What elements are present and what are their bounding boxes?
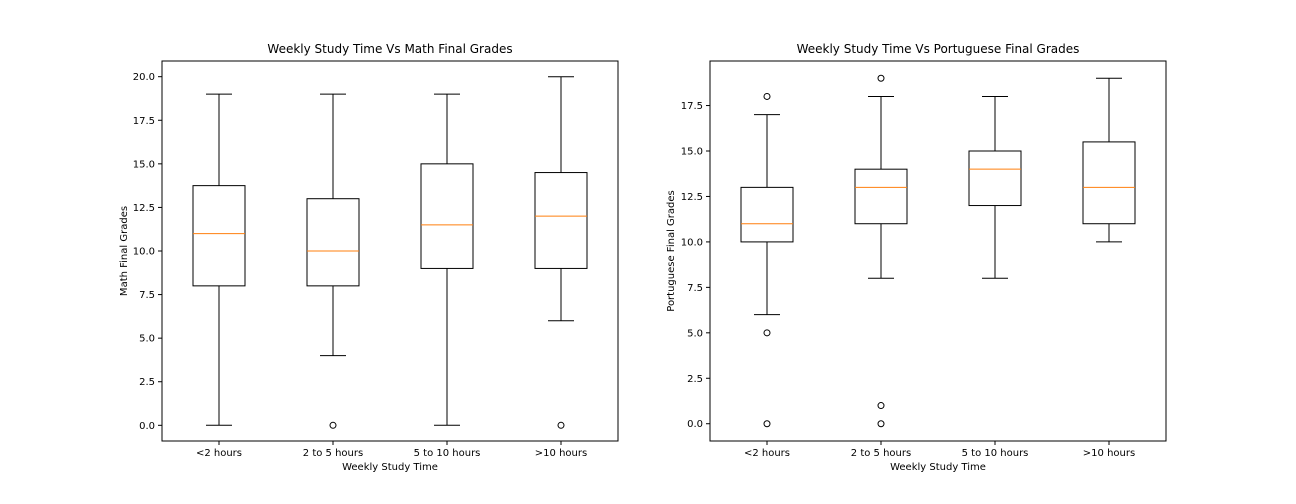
outlier-point xyxy=(877,402,885,410)
y-tick-label: 17.5 xyxy=(681,101,703,112)
x-tick-label: 2 to 5 hours xyxy=(851,448,911,459)
portuguese-grades-boxplot: Weekly Study Time Vs Portuguese Final Gr… xyxy=(666,42,1167,473)
y-axis-label: Portuguese Final Grades xyxy=(666,190,677,311)
x-tick-label: >10 hours xyxy=(1083,448,1135,459)
y-tick-label: 10.0 xyxy=(133,247,155,258)
y-axis-label: Math Final Grades xyxy=(119,206,130,296)
iqr-box xyxy=(420,163,474,269)
x-tick-label: 5 to 10 hours xyxy=(962,448,1029,459)
outlier-point xyxy=(329,421,337,429)
iqr-box xyxy=(854,168,908,225)
x-tick-label: <2 hours xyxy=(744,448,790,459)
y-tick-label: 7.5 xyxy=(139,290,155,301)
axes-frame xyxy=(709,60,1167,442)
y-tick-label: 15.0 xyxy=(681,147,703,158)
iqr-box xyxy=(306,198,360,287)
outlier-point xyxy=(763,329,771,337)
iqr-box xyxy=(1082,141,1136,225)
x-axis-label: Weekly Study Time xyxy=(342,462,438,473)
y-tick-label: 17.5 xyxy=(133,116,155,127)
chart-title: Weekly Study Time Vs Math Final Grades xyxy=(267,42,512,56)
y-tick-label: 2.5 xyxy=(139,377,155,388)
y-tick-label: 0.0 xyxy=(687,419,703,430)
math-grades-boxplot: Weekly Study Time Vs Math Final Grades 0… xyxy=(119,42,619,473)
y-tick-label: 7.5 xyxy=(687,283,703,294)
plot-area: 0.0 2.5 5.0 7.5 10.0 12.5 15.0 17.5 <2 hours 2 to… xyxy=(681,74,1136,459)
y-tick-label: 15.0 xyxy=(133,159,155,170)
chart-title: Weekly Study Time Vs Portuguese Final Gr… xyxy=(797,42,1080,56)
outlier-point xyxy=(877,420,885,428)
axes-frame xyxy=(161,60,619,442)
iqr-box xyxy=(192,185,246,287)
y-tick-label: 12.5 xyxy=(681,192,703,203)
outlier-point xyxy=(557,421,565,429)
x-tick-label: <2 hours xyxy=(196,448,242,459)
y-tick-label: 2.5 xyxy=(687,374,703,385)
x-axis-label: Weekly Study Time xyxy=(890,462,986,473)
y-tick-label: 20.0 xyxy=(133,72,155,83)
outlier-point xyxy=(763,92,771,100)
outlier-point xyxy=(763,420,771,428)
x-tick-label: 5 to 10 hours xyxy=(414,448,481,459)
y-tick-label: 0.0 xyxy=(139,421,155,432)
plot-area: 0.0 2.5 5.0 7.5 10.0 12.5 15.0 17.5 20.0 <2 hours… xyxy=(133,72,588,459)
x-tick-label: 2 to 5 hours xyxy=(303,448,363,459)
outlier-point xyxy=(877,74,885,82)
y-tick-label: 12.5 xyxy=(133,203,155,214)
y-tick-label: 5.0 xyxy=(687,328,703,339)
iqr-box xyxy=(968,150,1022,207)
y-tick-label: 5.0 xyxy=(139,334,155,345)
y-tick-label: 10.0 xyxy=(681,237,703,248)
iqr-box xyxy=(740,186,794,243)
x-tick-label: >10 hours xyxy=(535,448,587,459)
iqr-box xyxy=(534,172,588,269)
